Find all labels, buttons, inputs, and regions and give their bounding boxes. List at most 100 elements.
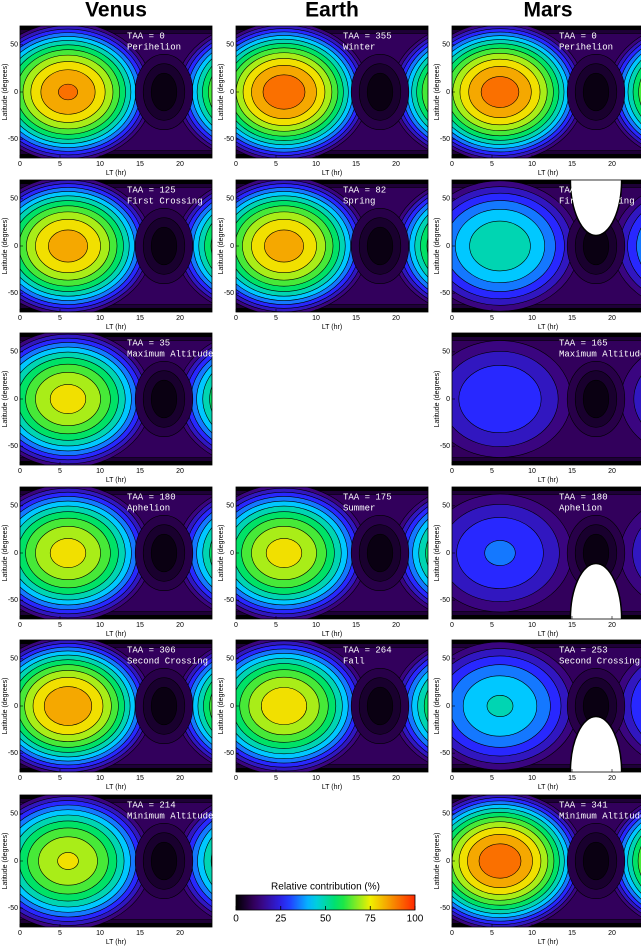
contour bbox=[366, 226, 394, 266]
contour bbox=[366, 533, 394, 573]
polar-band bbox=[20, 26, 212, 31]
contour bbox=[582, 841, 610, 881]
y-axis-label: Latitude (degrees) bbox=[218, 525, 225, 582]
polar-band bbox=[452, 460, 641, 465]
panel-label: TAA = 35 bbox=[127, 338, 170, 348]
x-tick-label: 0 bbox=[234, 622, 238, 629]
y-tick-label: -50 bbox=[224, 136, 234, 143]
polar-band bbox=[452, 487, 641, 492]
panel-label: TAA = 125 bbox=[127, 185, 176, 195]
contour bbox=[260, 687, 308, 725]
contour bbox=[202, 372, 212, 426]
x-tick-label: 0 bbox=[18, 775, 22, 782]
x-tick-label: 20 bbox=[176, 622, 184, 629]
x-tick-label: 10 bbox=[96, 622, 104, 629]
polar-band bbox=[236, 767, 428, 772]
polar-band bbox=[452, 153, 641, 158]
x-tick-label: 10 bbox=[312, 315, 320, 322]
contour bbox=[420, 222, 428, 270]
y-tick-label: 50 bbox=[10, 503, 18, 510]
y-tick-label: 50 bbox=[10, 811, 18, 818]
polar-band bbox=[452, 795, 641, 800]
polar-band bbox=[20, 922, 212, 927]
polar-band bbox=[452, 614, 641, 619]
panel-label: TAA = 180 bbox=[559, 492, 608, 502]
panel-label: TAA = 306 bbox=[127, 645, 176, 655]
x-tick-label: 0 bbox=[234, 315, 238, 322]
x-tick-label: 20 bbox=[176, 468, 184, 475]
panel-label: First Crossing bbox=[559, 196, 635, 206]
contour bbox=[262, 74, 306, 110]
panel-label: Perihelion bbox=[127, 42, 181, 52]
y-axis-label: Latitude (degrees) bbox=[434, 371, 441, 428]
y-tick-label: 0 bbox=[230, 89, 234, 96]
panel-label: TAA = 82 bbox=[343, 185, 386, 195]
polar-band bbox=[452, 767, 641, 772]
x-tick-label: 0 bbox=[234, 775, 238, 782]
contour bbox=[150, 841, 178, 881]
x-tick-label: 15 bbox=[136, 622, 144, 629]
x-axis-label: LT (hr) bbox=[322, 324, 342, 331]
contour bbox=[209, 692, 212, 720]
x-tick-label: 10 bbox=[312, 622, 320, 629]
x-tick-label: 0 bbox=[18, 468, 22, 475]
contour-field bbox=[452, 180, 641, 312]
x-axis-label: LT (hr) bbox=[106, 170, 126, 177]
y-tick-label: 0 bbox=[446, 89, 450, 96]
y-tick-label: -50 bbox=[224, 597, 234, 604]
y-tick-label: -50 bbox=[440, 905, 450, 912]
y-axis-label: Latitude (degrees) bbox=[434, 833, 441, 890]
x-tick-label: 15 bbox=[568, 161, 576, 168]
colorbar-tick-label: 25 bbox=[275, 914, 287, 925]
contour-field bbox=[20, 180, 212, 312]
contour-field bbox=[236, 26, 428, 158]
x-tick-label: 10 bbox=[312, 161, 320, 168]
panel-label: TAA = 73 bbox=[559, 185, 602, 195]
y-tick-label: 50 bbox=[442, 656, 450, 663]
x-tick-label: 5 bbox=[58, 468, 62, 475]
contour bbox=[632, 67, 641, 117]
panel-label: Aphelion bbox=[127, 503, 170, 513]
y-tick-label: 0 bbox=[446, 858, 450, 865]
contour bbox=[250, 852, 271, 869]
contour bbox=[421, 71, 428, 113]
y-tick-label: 0 bbox=[14, 396, 18, 403]
x-tick-label: 10 bbox=[96, 775, 104, 782]
panel-label: TAA = 165 bbox=[559, 338, 608, 348]
x-tick-label: 5 bbox=[274, 622, 278, 629]
contour bbox=[242, 384, 278, 413]
polar-band bbox=[20, 640, 212, 645]
contour-field bbox=[20, 333, 278, 465]
x-tick-label: 15 bbox=[352, 622, 360, 629]
contour-field bbox=[452, 640, 641, 772]
contour bbox=[469, 220, 531, 272]
y-axis-label: Latitude (degrees) bbox=[2, 678, 9, 735]
y-tick-label: -50 bbox=[8, 290, 18, 297]
contour bbox=[150, 226, 178, 266]
y-tick-label: 50 bbox=[226, 656, 234, 663]
y-axis-label: Latitude (degrees) bbox=[434, 218, 441, 275]
contour-field bbox=[20, 487, 212, 619]
contour bbox=[231, 837, 290, 885]
y-tick-label: 0 bbox=[446, 703, 450, 710]
contour-field bbox=[20, 26, 212, 158]
y-tick-label: 50 bbox=[442, 349, 450, 356]
panel-label: Minimum Altitude bbox=[127, 811, 213, 821]
colorbar-tick-label: 0 bbox=[233, 914, 239, 925]
column-title: Venus bbox=[85, 0, 147, 22]
x-axis-label: LT (hr) bbox=[106, 477, 126, 484]
x-tick-label: 10 bbox=[528, 622, 536, 629]
contour-field bbox=[236, 487, 428, 619]
polar-band bbox=[452, 333, 641, 338]
panel-label: Summer bbox=[343, 503, 375, 513]
panel-label: Fall bbox=[343, 656, 365, 666]
polar-band bbox=[452, 922, 641, 927]
colorbar-tick-label: 75 bbox=[365, 914, 377, 925]
contour bbox=[264, 229, 304, 263]
contour bbox=[425, 539, 428, 567]
polar-band bbox=[236, 307, 428, 312]
contour bbox=[209, 539, 212, 567]
panel-label: TAA = 341 bbox=[559, 800, 608, 810]
y-axis-label: Latitude (degrees) bbox=[218, 218, 225, 275]
contour bbox=[630, 678, 641, 734]
